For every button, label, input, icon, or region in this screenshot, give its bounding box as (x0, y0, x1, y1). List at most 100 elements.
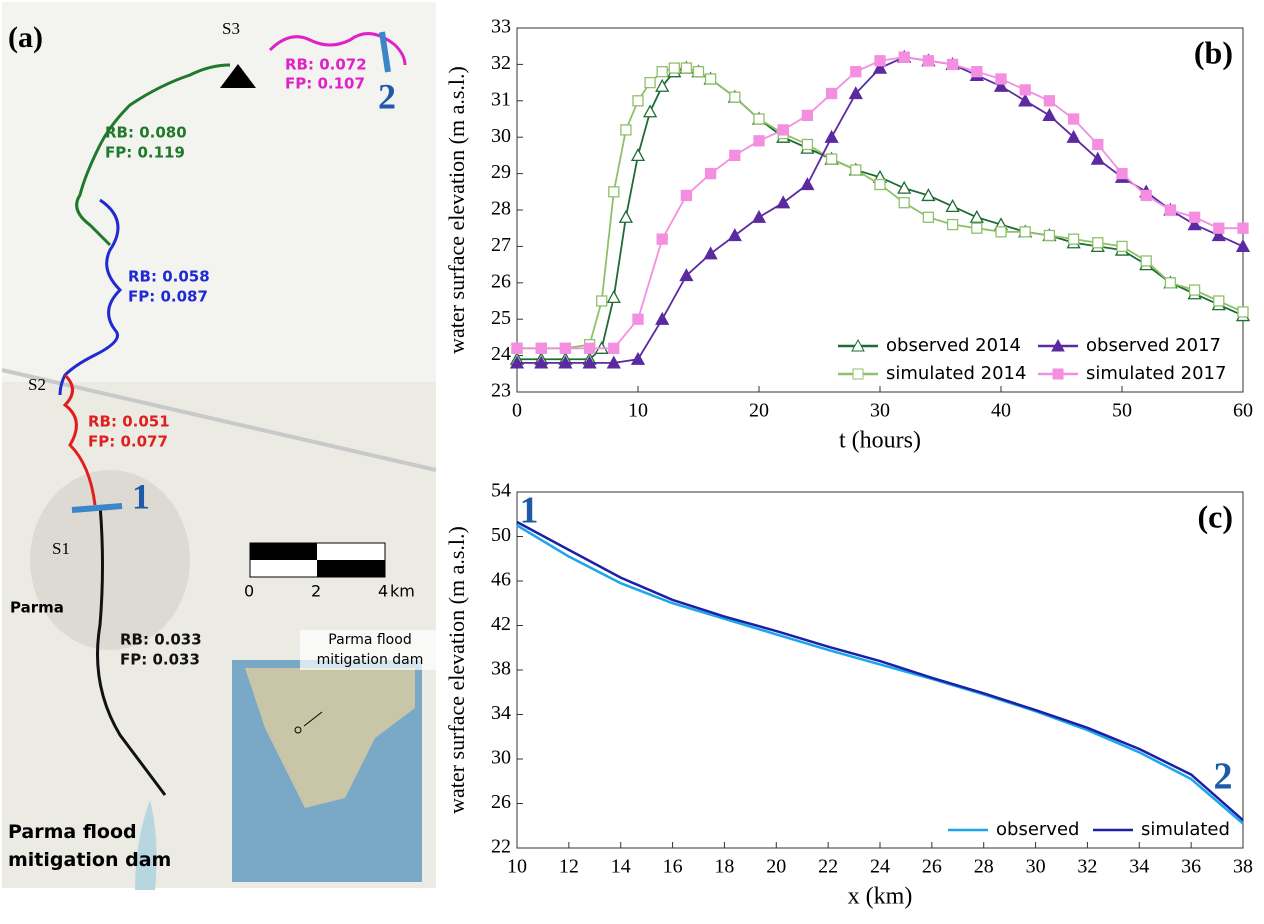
y-tick-label: 28 (491, 198, 511, 220)
marker (1238, 307, 1248, 317)
marker (621, 125, 631, 135)
marker (899, 52, 909, 62)
y-tick-label: 31 (491, 88, 511, 110)
inset-label-box: Parma flood mitigation dam (300, 630, 440, 686)
x-tick-label: 20 (749, 400, 769, 422)
x-tick-label: 10 (507, 856, 527, 878)
marker (923, 56, 933, 66)
x-tick-label: 0 (512, 400, 522, 422)
x-tick-label: 30 (870, 400, 890, 422)
x-tick-label: 12 (559, 856, 579, 878)
x-tick-label: 10 (628, 400, 648, 422)
marker (899, 198, 909, 208)
marker (827, 89, 837, 99)
y-tick-label: 26 (491, 270, 511, 292)
legend-label: simulated 2017 (1086, 363, 1226, 384)
panel-label: (a) (8, 21, 43, 54)
marker (1069, 234, 1079, 244)
marker (996, 227, 1006, 237)
reach-rb: RB: 0.080 (105, 124, 187, 142)
plot-frame (517, 492, 1243, 848)
marker (1093, 238, 1103, 248)
figure: (a) S3 S2 S1 RB: 0.072 FP: 0.107 RB: 0.0… (0, 0, 1264, 924)
marker (512, 343, 522, 353)
marker (1190, 212, 1200, 222)
y-tick-label: 32 (491, 52, 511, 74)
marker (730, 92, 740, 102)
marker (632, 149, 644, 160)
panel-label: (c) (1197, 498, 1233, 534)
marker (1214, 296, 1224, 306)
y-axis-label: water surface elevation (m a.s.l.) (444, 66, 469, 354)
marker (1044, 96, 1054, 106)
marker (971, 211, 983, 222)
legend-label: observed 2014 (886, 335, 1021, 356)
marker (948, 220, 958, 230)
x-tick-label: 34 (1129, 856, 1149, 878)
marker (802, 139, 812, 149)
x-tick-label: 26 (922, 856, 942, 878)
y-tick-label: 30 (491, 125, 511, 147)
marker (1043, 109, 1055, 120)
marker (753, 211, 765, 222)
dam-label: Parma flood mitigation dam (8, 818, 238, 874)
station-label: S2 (28, 375, 46, 394)
marker (694, 67, 704, 77)
marker (597, 296, 607, 306)
y-tick-label: 46 (491, 569, 511, 591)
marker (1044, 230, 1054, 240)
marker (948, 59, 958, 69)
y-tick-label: 34 (491, 702, 511, 724)
marker (1141, 256, 1151, 266)
map-fields (2, 2, 436, 382)
marker (802, 110, 812, 120)
marker (645, 78, 655, 88)
reach-rb: RB: 0.051 (88, 413, 170, 431)
y-tick-label: 26 (491, 791, 511, 813)
station-label: S1 (52, 539, 70, 558)
marker (730, 150, 740, 160)
marker (875, 180, 885, 190)
y-tick-label: 23 (491, 380, 511, 402)
section-label: 1 (132, 476, 150, 516)
scale-bar-fill (317, 560, 385, 577)
marker (644, 106, 656, 117)
marker (536, 343, 546, 353)
marker (1238, 223, 1248, 233)
station-label: S3 (222, 19, 240, 38)
x-tick-label: 22 (818, 856, 838, 878)
marker (1165, 205, 1175, 215)
marker (1069, 114, 1079, 124)
y-tick-label: 33 (491, 16, 511, 38)
scale-label: 2 (311, 582, 321, 601)
marker (657, 234, 667, 244)
y-tick-label: 50 (491, 524, 511, 546)
marker (585, 343, 595, 353)
marker (669, 63, 679, 73)
reach-rb: RB: 0.033 (120, 631, 202, 649)
y-tick-label: 54 (491, 480, 511, 502)
marker (1117, 241, 1127, 251)
x-axis-label: t (hours) (839, 428, 921, 454)
marker (705, 248, 717, 259)
marker (1165, 278, 1175, 288)
scale-label: 4 (378, 582, 388, 601)
marker (632, 353, 644, 364)
legend-marker (853, 369, 863, 379)
reach-fp: FP: 0.077 (88, 433, 168, 451)
x-tick-label: 16 (663, 856, 683, 878)
legend-label: simulated 2014 (886, 363, 1026, 384)
marker (620, 211, 632, 222)
reach-fp: FP: 0.119 (105, 144, 185, 162)
reach-fp: FP: 0.033 (120, 651, 200, 669)
dam-label-box: Parma flood mitigation dam (8, 818, 238, 888)
x-tick-label: 18 (714, 856, 734, 878)
marker (1237, 240, 1249, 251)
x-tick-label: 14 (611, 856, 631, 878)
scale-bar-fill (250, 543, 317, 560)
scale-label: 0 (244, 582, 254, 601)
y-tick-label: 24 (491, 343, 511, 365)
marker (657, 67, 667, 77)
reach-fp: FP: 0.087 (128, 288, 208, 306)
marker (827, 154, 837, 164)
